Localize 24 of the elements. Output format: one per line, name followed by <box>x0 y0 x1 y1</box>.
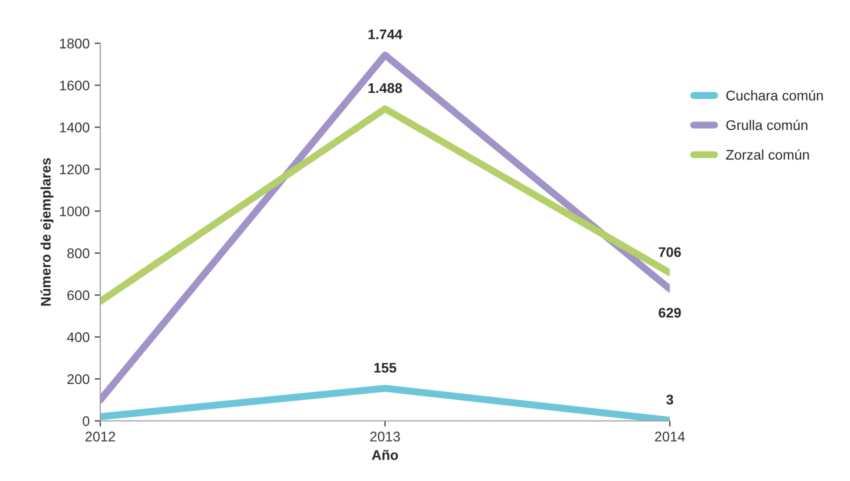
y-tick-label: 800 <box>67 248 90 258</box>
data-label: 629 <box>658 308 681 318</box>
legend-label: Grulla común <box>726 120 808 130</box>
data-label: 155 <box>374 362 396 373</box>
x-tick-label: 2013 <box>370 432 400 442</box>
y-tick-label: 400 <box>67 332 90 342</box>
y-tick-label: 1000 <box>60 206 90 216</box>
x-axis-title: Año <box>372 450 398 460</box>
y-tick-label: 200 <box>67 374 90 384</box>
data-label: 1.744 <box>368 30 402 40</box>
data-label: 1.488 <box>368 83 402 94</box>
x-tick-label: 2014 <box>655 432 685 442</box>
legend-label: Zorzal común <box>726 149 809 160</box>
y-tick-label: 1200 <box>60 164 90 174</box>
data-label: 706 <box>658 247 681 258</box>
y-tick-label: 1800 <box>60 38 90 48</box>
y-axis-title: Número de ejemplares <box>40 158 54 306</box>
x-tick-label: 2012 <box>86 432 116 442</box>
data-label: 3 <box>666 394 674 405</box>
y-tick-label: 1400 <box>60 122 90 132</box>
legend-label: Cuchara común <box>726 90 823 100</box>
y-tick-label: 1600 <box>60 80 90 90</box>
y-tick-label: 0 <box>82 416 90 426</box>
y-tick-label: 600 <box>67 290 90 300</box>
